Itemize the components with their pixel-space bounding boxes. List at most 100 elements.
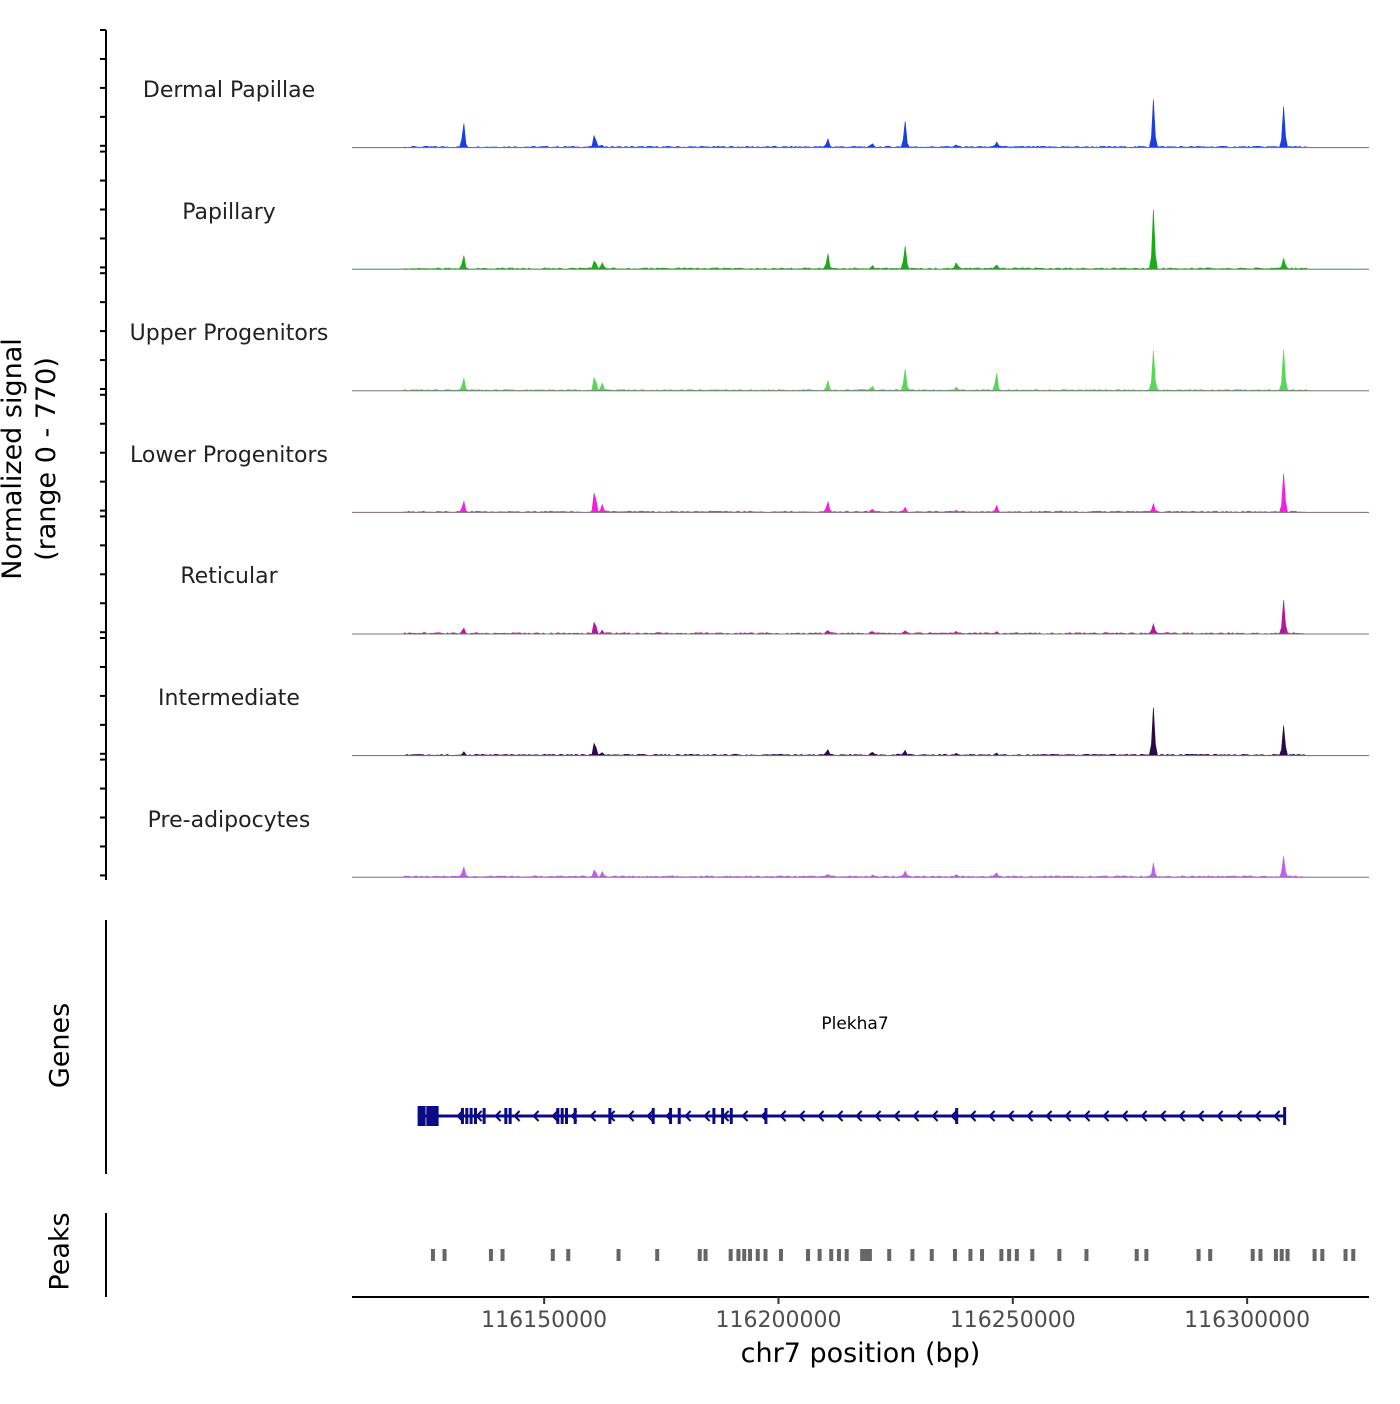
strand-arrow <box>836 1110 844 1122</box>
peak-region <box>836 1249 841 1261</box>
peak-region <box>1273 1249 1278 1261</box>
peak-region <box>755 1249 760 1261</box>
peak-region <box>697 1249 702 1261</box>
strand-arrow <box>1064 1110 1072 1122</box>
strand-arrow <box>855 1110 863 1122</box>
peak-region <box>860 1249 865 1261</box>
gene-exon <box>556 1108 560 1124</box>
peak-region <box>817 1249 822 1261</box>
strand-arrow <box>1197 1110 1205 1122</box>
peak-region <box>844 1249 849 1261</box>
strand-arrow <box>912 1110 920 1122</box>
peak-region <box>1030 1249 1035 1261</box>
peaks-axis-title: Peaks <box>44 1212 76 1291</box>
strand-arrow <box>874 1110 882 1122</box>
track-label: Dermal Papillae <box>142 78 316 103</box>
strand-arrow <box>513 1110 521 1122</box>
gene-exon <box>465 1108 469 1124</box>
strand-arrow <box>1083 1110 1091 1122</box>
peak-region <box>887 1249 892 1261</box>
coverage-area <box>352 209 1369 270</box>
strand-arrow <box>779 1110 787 1122</box>
strand-arrow <box>646 1110 654 1122</box>
peak-region <box>566 1249 571 1261</box>
peak-region <box>980 1249 985 1261</box>
strand-arrow <box>817 1110 825 1122</box>
peak-region <box>728 1249 733 1261</box>
gene-exon <box>565 1108 569 1124</box>
gene-exon <box>434 1108 438 1124</box>
strand-arrow <box>893 1110 901 1122</box>
strand-arrow <box>988 1110 996 1122</box>
peak-region <box>864 1249 869 1261</box>
gene-exon <box>417 1106 426 1126</box>
gene-name-label: Plekha7 <box>821 1014 889 1034</box>
gene-exon <box>677 1108 681 1124</box>
strand-arrow <box>570 1110 578 1122</box>
peak-region <box>550 1249 555 1261</box>
strand-arrow <box>1026 1110 1034 1122</box>
strand-arrow <box>741 1110 749 1122</box>
strand-arrow <box>1235 1110 1243 1122</box>
strand-arrow <box>760 1110 768 1122</box>
coverage-area <box>352 856 1369 878</box>
strand-arrow <box>456 1110 464 1122</box>
gene-exon <box>508 1108 512 1124</box>
gene-exon <box>764 1108 768 1124</box>
peak-region <box>1134 1249 1139 1261</box>
peak-region <box>806 1249 811 1261</box>
peak-region <box>929 1249 934 1261</box>
gene-exon <box>430 1106 439 1126</box>
peak-region <box>1144 1249 1149 1261</box>
peak-region <box>748 1249 753 1261</box>
strand-arrow <box>1254 1110 1262 1122</box>
strand-arrow <box>608 1110 616 1122</box>
track-label: Lower Progenitors <box>130 442 328 468</box>
strand-arrow <box>950 1110 958 1122</box>
peak-region <box>1196 1249 1201 1261</box>
peak-region <box>442 1249 447 1261</box>
track-label: Upper Progenitors <box>129 321 329 347</box>
peak-region <box>1014 1249 1019 1261</box>
gene-exon <box>729 1108 733 1124</box>
peak-region <box>1343 1249 1348 1261</box>
strand-arrow <box>798 1110 806 1122</box>
strand-arrow <box>1216 1110 1224 1122</box>
strand-arrow <box>475 1110 483 1122</box>
track-label: Papillary <box>182 199 276 225</box>
gene-exon <box>482 1108 486 1124</box>
peak-region <box>1208 1249 1213 1261</box>
peak-region <box>1250 1249 1255 1261</box>
peak-region <box>910 1249 915 1261</box>
coverage-area <box>352 473 1369 513</box>
strand-arrow <box>532 1110 540 1122</box>
peak-region <box>703 1249 708 1261</box>
track-label: Reticular <box>180 564 278 590</box>
coverage-area <box>352 600 1369 635</box>
peak-region <box>616 1249 621 1261</box>
x-tick-label: 116300000 <box>1184 1308 1311 1333</box>
strand-arrow <box>931 1110 939 1122</box>
strand-arrow <box>1273 1110 1281 1122</box>
strand-arrow <box>1045 1110 1053 1122</box>
peak-region <box>867 1249 872 1261</box>
peak-region <box>488 1249 493 1261</box>
x-tick-label: 116150000 <box>481 1308 608 1333</box>
x-axis-title: chr7 position (bp) <box>740 1338 981 1369</box>
peak-region <box>1007 1249 1012 1261</box>
strand-arrow <box>589 1110 597 1122</box>
gene-exon <box>712 1108 716 1124</box>
peak-region <box>742 1249 747 1261</box>
gene-exon <box>504 1108 508 1124</box>
strand-arrow <box>1140 1110 1148 1122</box>
strand-arrow <box>969 1110 977 1122</box>
peak-region <box>1258 1249 1263 1261</box>
strand-arrow <box>722 1110 730 1122</box>
peak-region <box>952 1249 957 1261</box>
coverage-area <box>352 99 1369 148</box>
peak-region <box>763 1249 768 1261</box>
peak-region <box>430 1249 435 1261</box>
gene-exon <box>573 1108 577 1124</box>
x-tick-label: 116200000 <box>715 1308 842 1333</box>
